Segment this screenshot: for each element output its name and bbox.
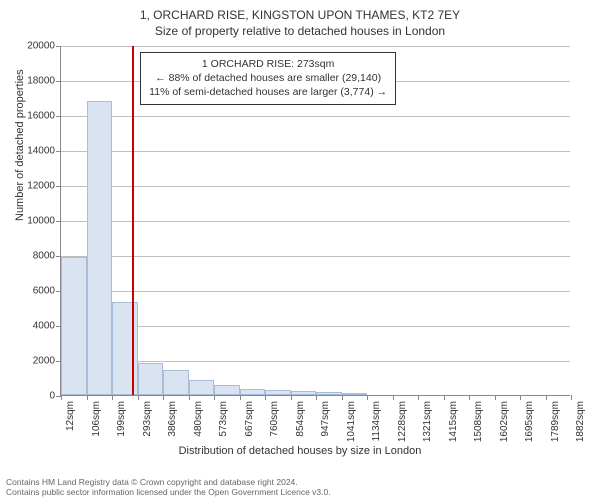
x-tick (138, 395, 139, 400)
x-tick-label: 1602sqm (499, 401, 510, 442)
histogram-bar (342, 393, 368, 395)
x-tick-label: 1228sqm (397, 401, 408, 442)
x-tick (163, 395, 164, 400)
x-tick-label: 293sqm (142, 401, 153, 437)
histogram-bar (163, 370, 189, 395)
x-tick (367, 395, 368, 400)
x-tick-label: 1695sqm (524, 401, 535, 442)
histogram-bar (240, 389, 266, 395)
y-tick (56, 46, 61, 47)
reference-line (132, 46, 134, 395)
x-tick (189, 395, 190, 400)
x-axis-title: Distribution of detached houses by size … (0, 445, 600, 457)
x-tick-label: 1508sqm (473, 401, 484, 442)
y-tick-label: 20000 (27, 41, 55, 52)
annotation-box: 1 ORCHARD RISE: 273sqm← 88% of detached … (140, 52, 396, 105)
x-tick-label: 480sqm (193, 401, 204, 437)
x-tick-label: 947sqm (320, 401, 331, 437)
grid-line (61, 221, 570, 222)
grid-line (61, 151, 570, 152)
x-tick (444, 395, 445, 400)
y-tick (56, 221, 61, 222)
x-tick (571, 395, 572, 400)
x-tick-label: 854sqm (295, 401, 306, 437)
x-tick (469, 395, 470, 400)
x-tick (316, 395, 317, 400)
annotation-line-3: 11% of semi-detached houses are larger (… (149, 85, 387, 99)
y-tick-label: 16000 (27, 111, 55, 122)
x-tick (61, 395, 62, 400)
y-tick-label: 14000 (27, 146, 55, 157)
x-tick-label: 1882sqm (575, 401, 586, 442)
annotation-line-1: 1 ORCHARD RISE: 273sqm (149, 57, 387, 71)
y-axis-title: Number of detached properties (14, 69, 26, 221)
x-tick-label: 1415sqm (448, 401, 459, 442)
histogram-bar (138, 363, 164, 395)
x-tick-label: 1789sqm (550, 401, 561, 442)
x-tick-label: 386sqm (167, 401, 178, 437)
x-tick (546, 395, 547, 400)
grid-line (61, 116, 570, 117)
x-tick (87, 395, 88, 400)
y-tick-label: 10000 (27, 216, 55, 227)
x-tick-label: 106sqm (91, 401, 102, 437)
plot-area: 0200040006000800010000120001400016000180… (60, 46, 570, 396)
x-tick (112, 395, 113, 400)
grid-line (61, 291, 570, 292)
footer-line-1: Contains HM Land Registry data © Crown c… (6, 477, 331, 488)
grid-line (61, 186, 570, 187)
y-tick (56, 186, 61, 187)
annotation-line-2: ← 88% of detached houses are smaller (29… (149, 71, 387, 85)
y-tick-label: 2000 (33, 356, 55, 367)
y-tick-label: 18000 (27, 76, 55, 87)
x-tick-label: 199sqm (116, 401, 127, 437)
y-tick (56, 151, 61, 152)
histogram-bar (189, 380, 215, 395)
x-tick (393, 395, 394, 400)
y-tick-label: 6000 (33, 286, 55, 297)
chart-title-sub: Size of property relative to detached ho… (0, 22, 600, 38)
x-tick (265, 395, 266, 400)
y-tick (56, 81, 61, 82)
footer-line-2: Contains public sector information licen… (6, 487, 331, 498)
x-tick-label: 1134sqm (371, 401, 382, 441)
x-tick (342, 395, 343, 400)
chart-area: 0200040006000800010000120001400016000180… (60, 46, 570, 396)
y-tick-label: 12000 (27, 181, 55, 192)
chart-title-main: 1, ORCHARD RISE, KINGSTON UPON THAMES, K… (0, 0, 600, 22)
histogram-bar (87, 101, 113, 395)
histogram-bar (265, 390, 291, 395)
y-tick-label: 8000 (33, 251, 55, 262)
x-tick (418, 395, 419, 400)
x-tick-label: 667sqm (244, 401, 255, 437)
y-tick (56, 116, 61, 117)
footer-attribution: Contains HM Land Registry data © Crown c… (6, 477, 331, 498)
histogram-bar (214, 385, 240, 395)
y-tick-label: 4000 (33, 321, 55, 332)
x-tick (291, 395, 292, 400)
histogram-bar (316, 392, 342, 395)
grid-line (61, 46, 570, 47)
x-tick (240, 395, 241, 400)
histogram-bar (61, 257, 87, 395)
x-tick-label: 573sqm (218, 401, 229, 437)
x-tick (214, 395, 215, 400)
x-tick-label: 1321sqm (422, 401, 433, 442)
x-tick (520, 395, 521, 400)
histogram-bar (291, 391, 317, 395)
x-tick (495, 395, 496, 400)
x-tick-label: 12sqm (65, 401, 76, 431)
grid-line (61, 256, 570, 257)
x-tick-label: 1041sqm (346, 401, 357, 442)
y-tick-label: 0 (49, 391, 55, 402)
x-tick-label: 760sqm (269, 401, 280, 437)
